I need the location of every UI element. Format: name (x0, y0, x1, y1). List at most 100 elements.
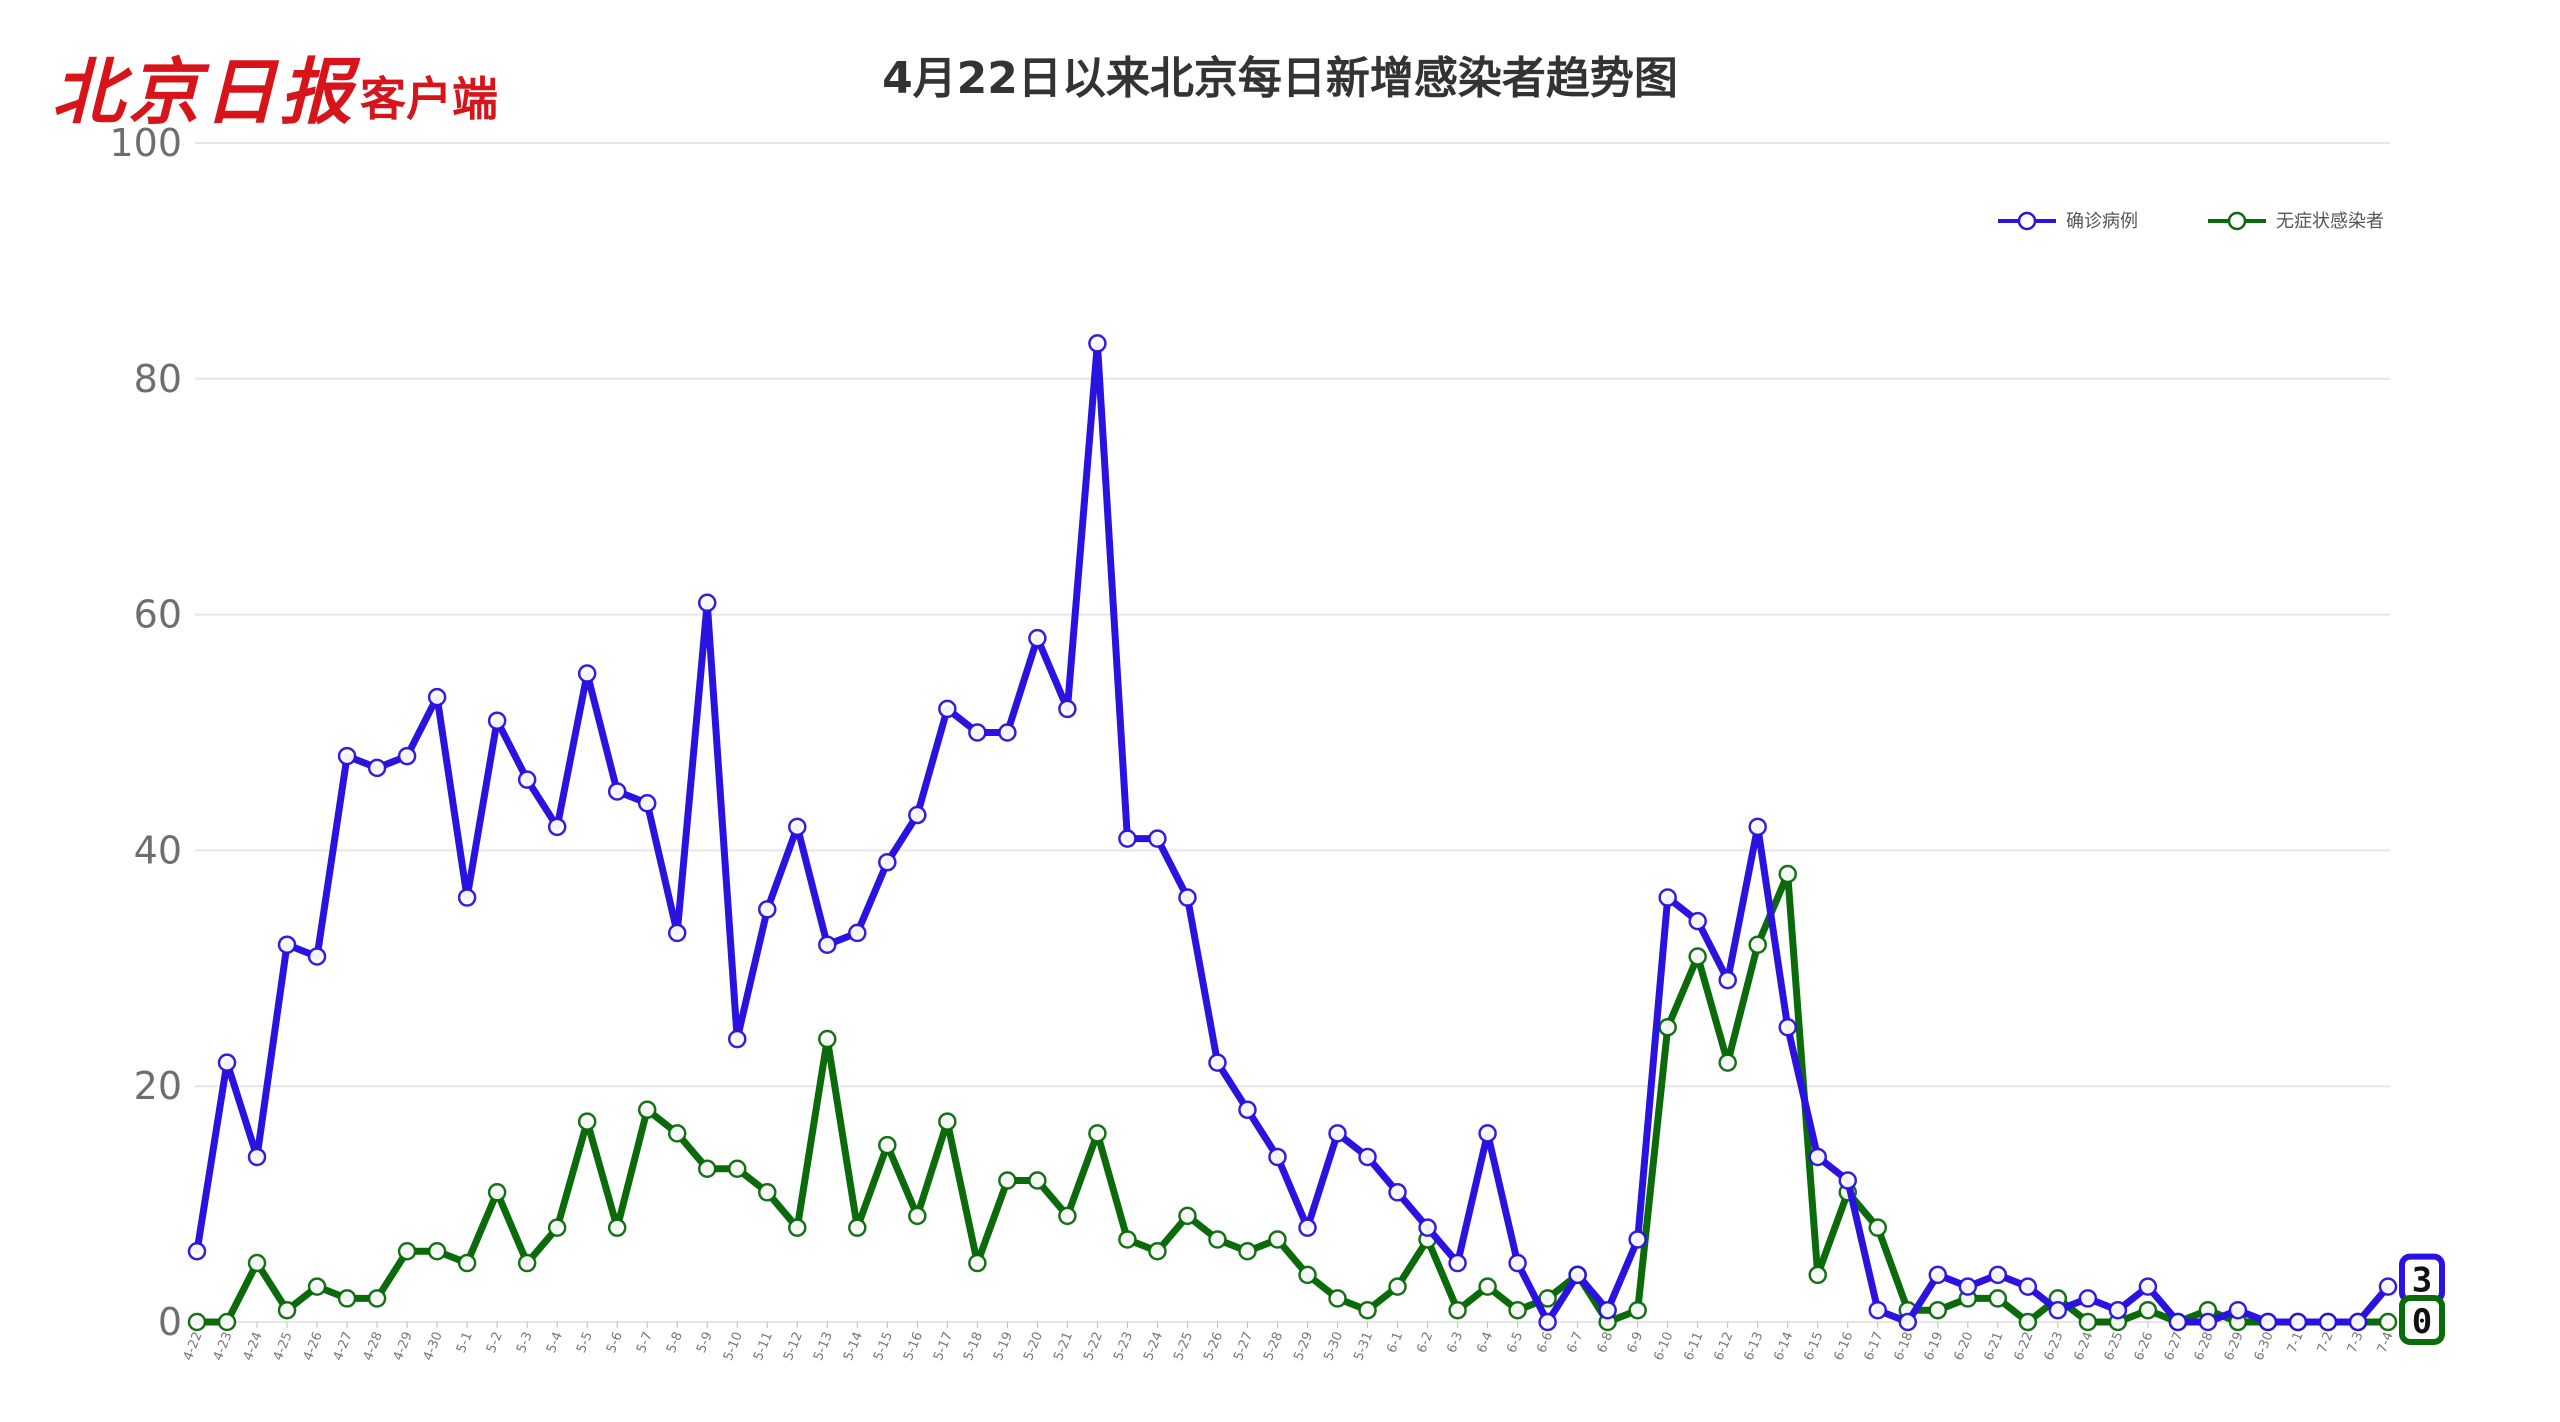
x-tick-label: 4-24 (241, 1330, 266, 1363)
data-point (1208, 1230, 1227, 1249)
data-point (2138, 1277, 2158, 1296)
x-tick-label: 5-10 (721, 1330, 746, 1363)
x-tick-label: 7-3 (2345, 1330, 2367, 1355)
data-point (337, 746, 357, 766)
x-tick-label: 5-21 (1051, 1330, 1076, 1363)
x-tick-label: 4-27 (331, 1330, 356, 1363)
data-point (517, 1253, 537, 1273)
data-point (1748, 817, 1767, 837)
x-tick-label: 5-8 (664, 1330, 686, 1355)
x-tick-label: 6-25 (2102, 1330, 2127, 1363)
x-tick-label: 4-30 (421, 1330, 446, 1363)
data-point (727, 1029, 747, 1049)
legend-label: 确诊病例 (2066, 211, 2138, 232)
data-point (1088, 1124, 1107, 1143)
data-point (607, 782, 627, 801)
data-point (1148, 1242, 1167, 1261)
x-tick-label: 5-20 (1021, 1330, 1046, 1363)
data-point (1388, 1183, 1407, 1202)
data-point (2018, 1277, 2038, 1296)
data-point (517, 770, 537, 789)
data-point (1658, 1018, 1677, 1037)
x-tick-label: 4-26 (301, 1330, 326, 1363)
data-point (697, 593, 717, 613)
end-label: 3 (2412, 1261, 2432, 1301)
data-point (908, 805, 927, 825)
x-tick-label: 6-28 (2192, 1330, 2217, 1363)
data-point (1868, 1218, 1888, 1237)
data-point (2108, 1300, 2128, 1320)
data-point (457, 888, 477, 907)
series-line-0 (193, 339, 2392, 1326)
grid-lines (195, 142, 2390, 1323)
data-point (2078, 1289, 2098, 1308)
data-point (367, 1289, 387, 1308)
x-tick-label: 5-15 (871, 1330, 896, 1363)
data-point (1478, 1124, 1497, 1143)
data-point (247, 1147, 267, 1167)
data-point (1928, 1300, 1948, 1320)
data-point (1748, 935, 1767, 954)
data-point (1298, 1218, 1317, 1237)
data-point (1388, 1277, 1407, 1296)
data-point (1268, 1230, 1287, 1249)
x-tick-label: 5-19 (991, 1330, 1016, 1363)
x-tick-label: 6-27 (2162, 1330, 2187, 1363)
data-point (2318, 1312, 2338, 1332)
data-point (1328, 1124, 1347, 1143)
x-tick-label: 5-30 (1321, 1330, 1346, 1363)
logo-sub: 客户端 (360, 72, 499, 126)
end-label-box (2399, 1295, 2445, 1345)
data-point (1538, 1312, 1557, 1332)
data-point (2168, 1312, 2188, 1332)
x-tick-label: 4-22 (181, 1330, 206, 1363)
data-point (1808, 1265, 1827, 1285)
x-tick-label: 6-6 (1534, 1330, 1556, 1355)
data-point (968, 723, 987, 742)
data-point (1778, 864, 1797, 884)
data-point (247, 1253, 267, 1273)
data-point (1358, 1147, 1377, 1167)
data-point (607, 1218, 627, 1237)
data-point (1718, 970, 1737, 990)
end-label: 0 (2412, 1302, 2432, 1342)
x-tick-label: 6-30 (2252, 1330, 2277, 1363)
data-point (277, 1300, 297, 1320)
data-point (1358, 1300, 1377, 1320)
chart-title: 4月22日以来北京每日新增感染者趋势图 (882, 53, 1678, 104)
data-point (1718, 1053, 1737, 1072)
x-tick-label: 6-10 (1651, 1330, 1676, 1363)
x-tick-label: 5-2 (484, 1330, 506, 1355)
data-point (1238, 1100, 1257, 1120)
data-point (818, 1029, 837, 1049)
data-point (487, 711, 507, 730)
data-point (1118, 829, 1137, 848)
y-tick-label: 40 (134, 828, 182, 872)
data-point (1148, 829, 1167, 848)
data-point (1208, 1053, 1227, 1072)
data-point (1658, 888, 1677, 907)
data-point (2018, 1312, 2038, 1332)
x-tick-label: 5-27 (1231, 1330, 1256, 1363)
data-point (1628, 1230, 1647, 1249)
y-tick-label: 60 (134, 593, 182, 637)
data-point (2348, 1312, 2368, 1332)
data-point (878, 1135, 897, 1155)
logo-brand: 北京日报 (52, 49, 357, 134)
data-point (998, 1171, 1017, 1190)
data-point (697, 1159, 717, 1178)
x-tick-label: 5-28 (1261, 1330, 1286, 1363)
data-point (2288, 1312, 2308, 1332)
data-point (1298, 1265, 1317, 1285)
x-tick-label: 5-16 (901, 1330, 926, 1363)
data-point (968, 1253, 987, 1273)
data-point (758, 900, 777, 919)
x-tick-label: 5-13 (811, 1330, 836, 1363)
data-point (217, 1053, 237, 1072)
x-tick-label: 5-18 (961, 1330, 986, 1363)
x-tick-label: 6-3 (1444, 1330, 1466, 1355)
y-tick-label: 20 (134, 1064, 182, 1108)
x-tick-label: 6-16 (1831, 1330, 1856, 1363)
x-tick-label: 6-12 (1711, 1330, 1736, 1363)
data-point (2078, 1312, 2098, 1332)
